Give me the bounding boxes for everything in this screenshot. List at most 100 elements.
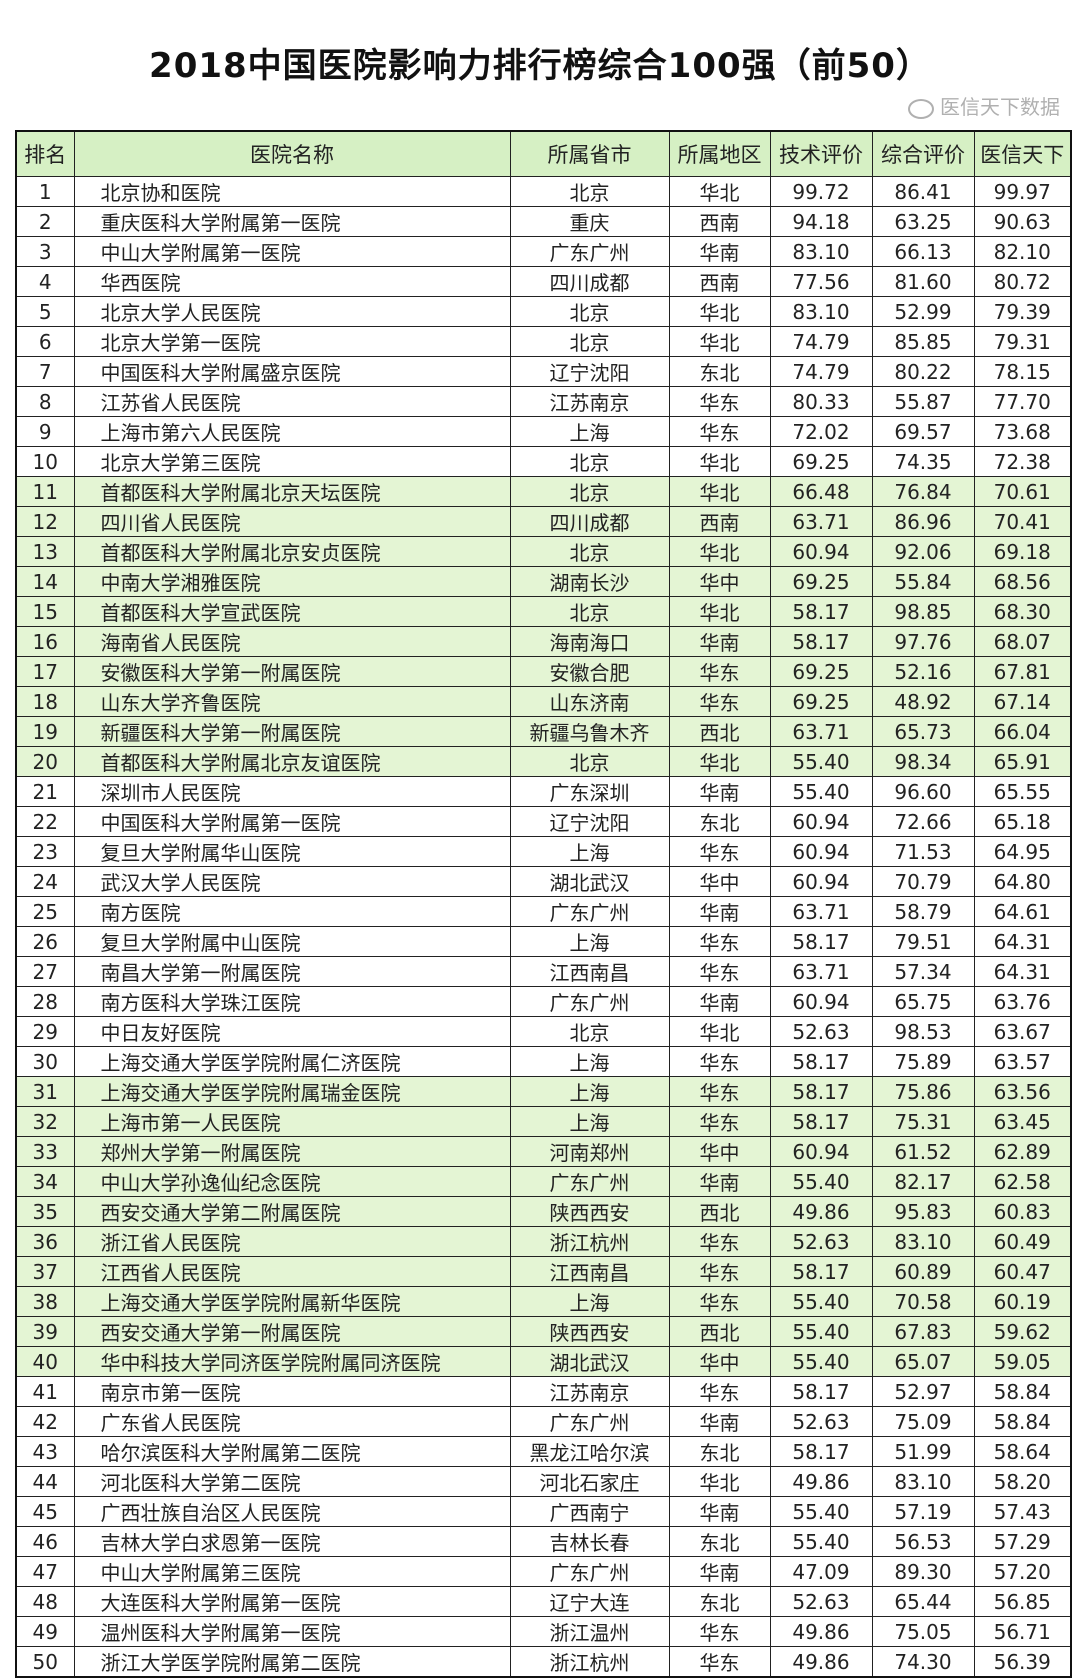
cell-yixin-score: 59.05 <box>973 1346 1072 1377</box>
cell-yixin-score: 57.29 <box>973 1526 1072 1557</box>
cell-overall-score: 83.10 <box>871 1466 975 1497</box>
cell-region: 华北 <box>668 326 771 357</box>
cell-rank: 30 <box>15 1046 75 1077</box>
cell-overall-score: 65.75 <box>871 986 975 1017</box>
table-row: 9 上海市第六人民医院 上海 华东 72.02 69.57 73.68 <box>15 416 1072 447</box>
cell-tech-score: 66.48 <box>769 476 873 507</box>
cell-province-city: 江苏南京 <box>509 1376 670 1407</box>
table-row: 43 哈尔滨医科大学附属第二医院 黑龙江哈尔滨 东北 58.17 51.99 58.64 <box>15 1436 1072 1467</box>
cell-rank: 12 <box>15 506 75 537</box>
cell-rank: 22 <box>15 806 75 837</box>
cell-region: 华东 <box>668 686 771 717</box>
cell-tech-score: 69.25 <box>769 446 873 477</box>
table-row: 36 浙江省人民医院 浙江杭州 华东 52.63 83.10 60.49 <box>15 1226 1072 1257</box>
cell-tech-score: 58.17 <box>769 1046 873 1077</box>
cell-overall-score: 70.58 <box>871 1286 975 1317</box>
cell-province-city: 广东广州 <box>509 1166 670 1197</box>
cell-rank: 7 <box>15 356 75 387</box>
cell-overall-score: 65.73 <box>871 716 975 747</box>
cell-region: 华北 <box>668 746 771 777</box>
cell-province-city: 辽宁沈阳 <box>509 356 670 387</box>
cell-province-city: 陕西西安 <box>509 1196 670 1227</box>
cell-province-city: 辽宁大连 <box>509 1586 670 1617</box>
cell-province-city: 河北石家庄 <box>509 1466 670 1497</box>
table-row: 31 上海交通大学医学院附属瑞金医院 上海 华东 58.17 75.86 63.56 <box>15 1076 1072 1107</box>
cell-overall-score: 83.10 <box>871 1226 975 1257</box>
cell-rank: 11 <box>15 476 75 507</box>
cell-rank: 3 <box>15 236 75 267</box>
header-region: 所属地区 <box>668 130 771 177</box>
cell-overall-score: 86.96 <box>871 506 975 537</box>
cell-hospital-name: 中山大学附属第三医院 <box>73 1556 511 1587</box>
cell-yixin-score: 80.72 <box>973 266 1072 297</box>
table-row: 37 江西省人民医院 江西南昌 华东 58.17 60.89 60.47 <box>15 1256 1072 1287</box>
cell-region: 华南 <box>668 1496 771 1527</box>
cell-province-city: 广东广州 <box>509 236 670 267</box>
cell-province-city: 上海 <box>509 1106 670 1137</box>
cell-province-city: 广东广州 <box>509 986 670 1017</box>
cell-rank: 21 <box>15 776 75 807</box>
cell-hospital-name: 首都医科大学附属北京安贞医院 <box>73 536 511 567</box>
table-row: 33 郑州大学第一附属医院 河南郑州 华中 60.94 61.52 62.89 <box>15 1136 1072 1167</box>
cell-hospital-name: 中山大学孙逸仙纪念医院 <box>73 1166 511 1197</box>
cell-tech-score: 69.25 <box>769 686 873 717</box>
cell-overall-score: 97.76 <box>871 626 975 657</box>
table-header: 排名 医院名称 所属省市 所属地区 技术评价 综合评价 医信天下 <box>15 130 1072 177</box>
cell-tech-score: 60.94 <box>769 536 873 567</box>
cell-tech-score: 58.17 <box>769 1376 873 1407</box>
cell-yixin-score: 58.64 <box>973 1436 1072 1467</box>
cell-region: 华北 <box>668 536 771 567</box>
cell-rank: 5 <box>15 296 75 327</box>
cell-hospital-name: 深圳市人民医院 <box>73 776 511 807</box>
cell-province-city: 四川成都 <box>509 506 670 537</box>
cell-rank: 14 <box>15 566 75 597</box>
cell-region: 华北 <box>668 446 771 477</box>
cell-hospital-name: 广西壮族自治区人民医院 <box>73 1496 511 1527</box>
cell-yixin-score: 63.45 <box>973 1106 1072 1137</box>
cell-hospital-name: 复旦大学附属华山医院 <box>73 836 511 867</box>
cell-region: 西南 <box>668 206 771 237</box>
cell-yixin-score: 60.19 <box>973 1286 1072 1317</box>
cell-hospital-name: 北京大学第一医院 <box>73 326 511 357</box>
cell-region: 华北 <box>668 1016 771 1047</box>
cell-tech-score: 60.94 <box>769 986 873 1017</box>
cell-overall-score: 75.86 <box>871 1076 975 1107</box>
table-row: 5 北京大学人民医院 北京 华北 83.10 52.99 79.39 <box>15 296 1072 327</box>
table-row: 2 重庆医科大学附属第一医院 重庆 西南 94.18 63.25 90.63 <box>15 206 1072 237</box>
cell-region: 华南 <box>668 236 771 267</box>
cell-tech-score: 52.63 <box>769 1406 873 1437</box>
cell-rank: 25 <box>15 896 75 927</box>
cell-province-city: 黑龙江哈尔滨 <box>509 1436 670 1467</box>
cell-hospital-name: 上海交通大学医学院附属瑞金医院 <box>73 1076 511 1107</box>
page-title: 2018中国医院影响力排行榜综合100强（前50） <box>149 46 931 86</box>
cell-rank: 24 <box>15 866 75 897</box>
cell-province-city: 新疆乌鲁木齐 <box>509 716 670 747</box>
cell-yixin-score: 68.30 <box>973 596 1072 627</box>
cell-tech-score: 63.71 <box>769 716 873 747</box>
cell-rank: 34 <box>15 1166 75 1197</box>
table-row: 22 中国医科大学附属第一医院 辽宁沈阳 东北 60.94 72.66 65.18 <box>15 806 1072 837</box>
cell-rank: 39 <box>15 1316 75 1347</box>
cell-hospital-name: 安徽医科大学第一附属医院 <box>73 656 511 687</box>
cell-yixin-score: 69.18 <box>973 536 1072 567</box>
cell-region: 华中 <box>668 866 771 897</box>
cell-tech-score: 49.86 <box>769 1196 873 1227</box>
header-hospital-name: 医院名称 <box>73 130 511 177</box>
cell-rank: 2 <box>15 206 75 237</box>
cell-province-city: 海南海口 <box>509 626 670 657</box>
cell-rank: 41 <box>15 1376 75 1407</box>
cell-yixin-score: 64.31 <box>973 956 1072 987</box>
cell-overall-score: 74.35 <box>871 446 975 477</box>
cell-province-city: 广东深圳 <box>509 776 670 807</box>
cell-tech-score: 74.79 <box>769 356 873 387</box>
cell-tech-score: 47.09 <box>769 1556 873 1587</box>
cell-yixin-score: 65.18 <box>973 806 1072 837</box>
table-row: 3 中山大学附属第一医院 广东广州 华南 83.10 66.13 82.10 <box>15 236 1072 267</box>
ranking-table: 排名 医院名称 所属省市 所属地区 技术评价 综合评价 医信天下 1 北京协和医院… <box>15 130 1072 1678</box>
cell-province-city: 四川成都 <box>509 266 670 297</box>
cell-yixin-score: 82.10 <box>973 236 1072 267</box>
cell-hospital-name: 首都医科大学附属北京友谊医院 <box>73 746 511 777</box>
cell-province-city: 北京 <box>509 476 670 507</box>
cell-rank: 9 <box>15 416 75 447</box>
cell-yixin-score: 77.70 <box>973 386 1072 417</box>
